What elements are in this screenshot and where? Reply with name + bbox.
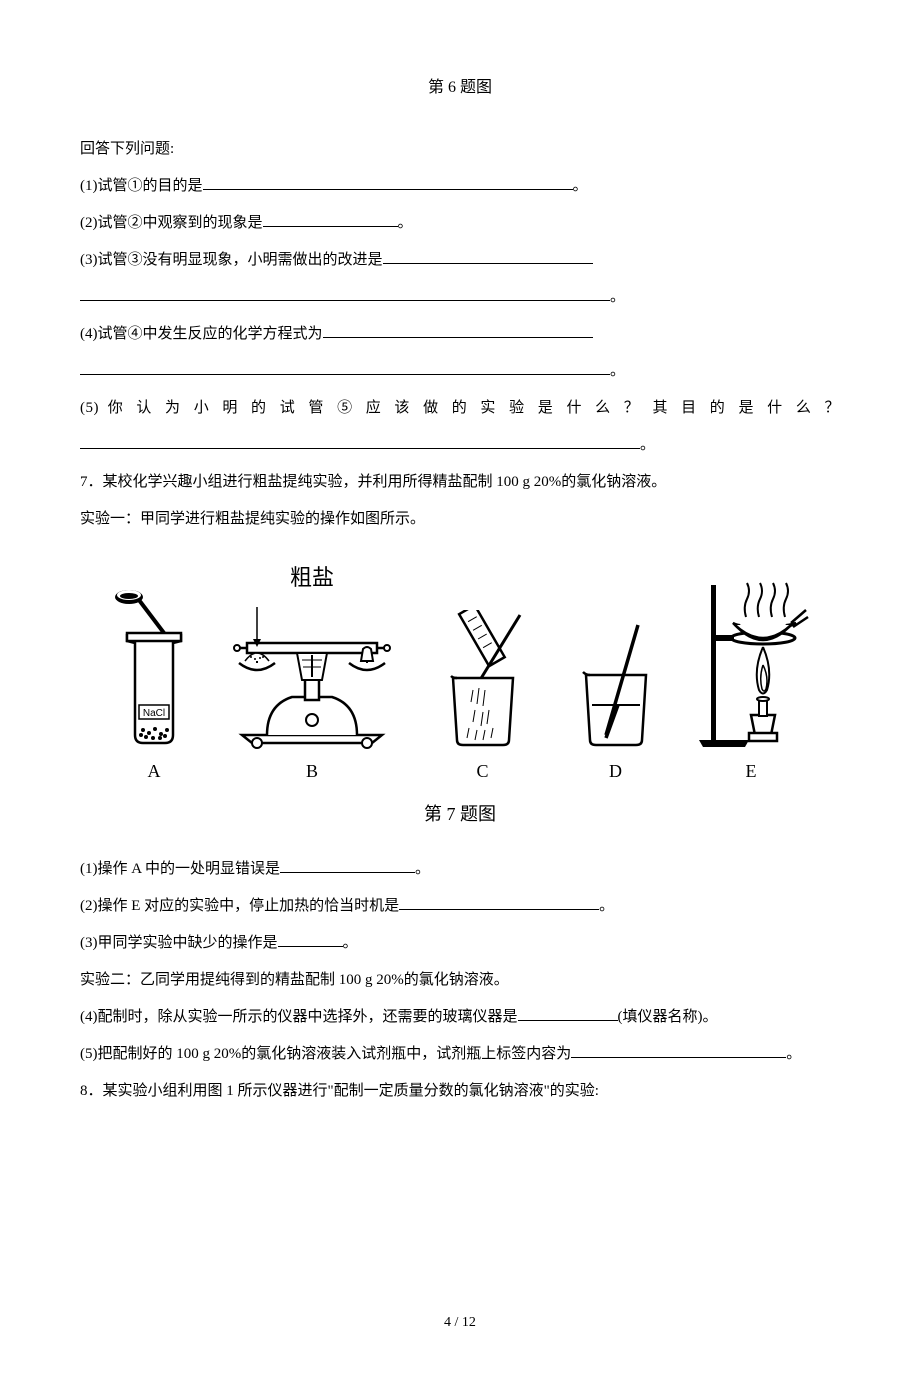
fig-A: NaCl A: [109, 585, 199, 792]
blank: [278, 931, 343, 947]
q6-5-line1: (5) 你 认 为 小 明 的 试 管 ⑤ 应 该 做 的 实 验 是 什 么 …: [80, 392, 840, 425]
period: 。: [610, 363, 625, 379]
fig-B: 粗盐: [227, 554, 397, 791]
blank: [80, 433, 640, 449]
q7-4-tail: (填仪器名称)。: [618, 1009, 718, 1025]
blank: [323, 322, 593, 338]
blank: [80, 359, 610, 375]
q7-intro: 7．某校化学兴趣小组进行粗盐提纯实验，并利用所得精盐配制 100 g 20%的氯…: [80, 466, 840, 499]
q7-1: (1)操作 A 中的一处明显错误是 。: [80, 853, 840, 886]
blank: [80, 285, 610, 301]
period: 。: [640, 437, 655, 453]
period: 。: [573, 178, 588, 194]
period: 。: [599, 898, 614, 914]
nacl-label: NaCl: [143, 708, 165, 719]
q7-3: (3)甲同学实验中缺少的操作是 。: [80, 927, 840, 960]
blank: [399, 894, 599, 910]
blank: [203, 174, 573, 190]
q7-4: (4)配制时，除从实验一所示的仪器中选择外，还需要的玻璃仪器是 (填仪器名称)。: [80, 1001, 840, 1034]
q6-intro: 回答下列问题:: [80, 133, 840, 166]
q6-4-text: (4)试管④中发生反应的化学方程式为: [80, 326, 323, 342]
q6-4-line1: (4)试管④中发生反应的化学方程式为: [80, 318, 840, 351]
q6-5-line2: 。: [80, 429, 840, 462]
q7-exp2: 实验二：乙同学用提纯得到的精盐配制 100 g 20%的氯化钠溶液。: [80, 964, 840, 997]
blank: [383, 248, 593, 264]
figure-7-caption: 第 7 题图: [80, 795, 840, 835]
q8: 8．某实验小组利用图 1 所示仪器进行"配制一定质量分数的氯化钠溶液"的实验:: [80, 1075, 840, 1108]
q7-4-text: (4)配制时，除从实验一所示的仪器中选择外，还需要的玻璃仪器是: [80, 1009, 518, 1025]
fig-E-label: E: [691, 752, 811, 792]
q6-2: (2)试管②中观察到的现象是 。: [80, 207, 840, 240]
fig-C: C: [425, 610, 540, 792]
period: 。: [343, 935, 358, 951]
period: 。: [415, 861, 430, 877]
period: 。: [610, 289, 625, 305]
pour-icon: [425, 610, 540, 750]
q7-5-text: (5)把配制好的 100 g 20%的氯化钠溶液装入试剂瓶中，试剂瓶上标签内容为: [80, 1046, 571, 1062]
blank: [571, 1042, 786, 1058]
fig-D-label: D: [568, 752, 663, 792]
q7-exp1: 实验一：甲同学进行粗盐提纯实验的操作如图所示。: [80, 503, 840, 536]
fig-E: E: [691, 575, 811, 792]
stir-icon: [568, 620, 663, 750]
blank: [518, 1005, 618, 1021]
evaporate-icon: [691, 575, 811, 750]
period: 。: [398, 215, 413, 231]
q6-1-text: (1)试管①的目的是: [80, 178, 203, 194]
q6-3-line2: 。: [80, 281, 840, 314]
q6-4-line2: 。: [80, 355, 840, 388]
period: 。: [786, 1046, 801, 1062]
q7-2: (2)操作 E 对应的实验中，停止加热的恰当时机是 。: [80, 890, 840, 923]
page-number: 4 / 12: [80, 1308, 840, 1339]
q7-1-text: (1)操作 A 中的一处明显错误是: [80, 861, 280, 877]
fig-B-label: B: [227, 752, 397, 792]
q6-2-text: (2)试管②中观察到的现象是: [80, 215, 263, 231]
figure-7-row: NaCl A 粗盐: [80, 554, 840, 791]
fig-B-title: 粗盐: [227, 554, 397, 602]
fig-C-label: C: [425, 752, 540, 792]
q6-3-text: (3)试管③没有明显现象，小明需做出的改进是: [80, 252, 383, 268]
blank: [263, 211, 398, 227]
fig-A-label: A: [109, 752, 199, 792]
figure-6-caption: 第 6 题图: [80, 70, 840, 105]
q7-3-text: (3)甲同学实验中缺少的操作是: [80, 935, 278, 951]
q6-3-line1: (3)试管③没有明显现象，小明需做出的改进是: [80, 244, 840, 277]
balance-icon: [227, 605, 397, 750]
q7-2-text: (2)操作 E 对应的实验中，停止加热的恰当时机是: [80, 898, 399, 914]
q6-1: (1)试管①的目的是 。: [80, 170, 840, 203]
fig-D: D: [568, 620, 663, 792]
blank: [280, 857, 415, 873]
q7-5: (5)把配制好的 100 g 20%的氯化钠溶液装入试剂瓶中，试剂瓶上标签内容为…: [80, 1038, 840, 1071]
jar-icon: NaCl: [109, 585, 199, 750]
